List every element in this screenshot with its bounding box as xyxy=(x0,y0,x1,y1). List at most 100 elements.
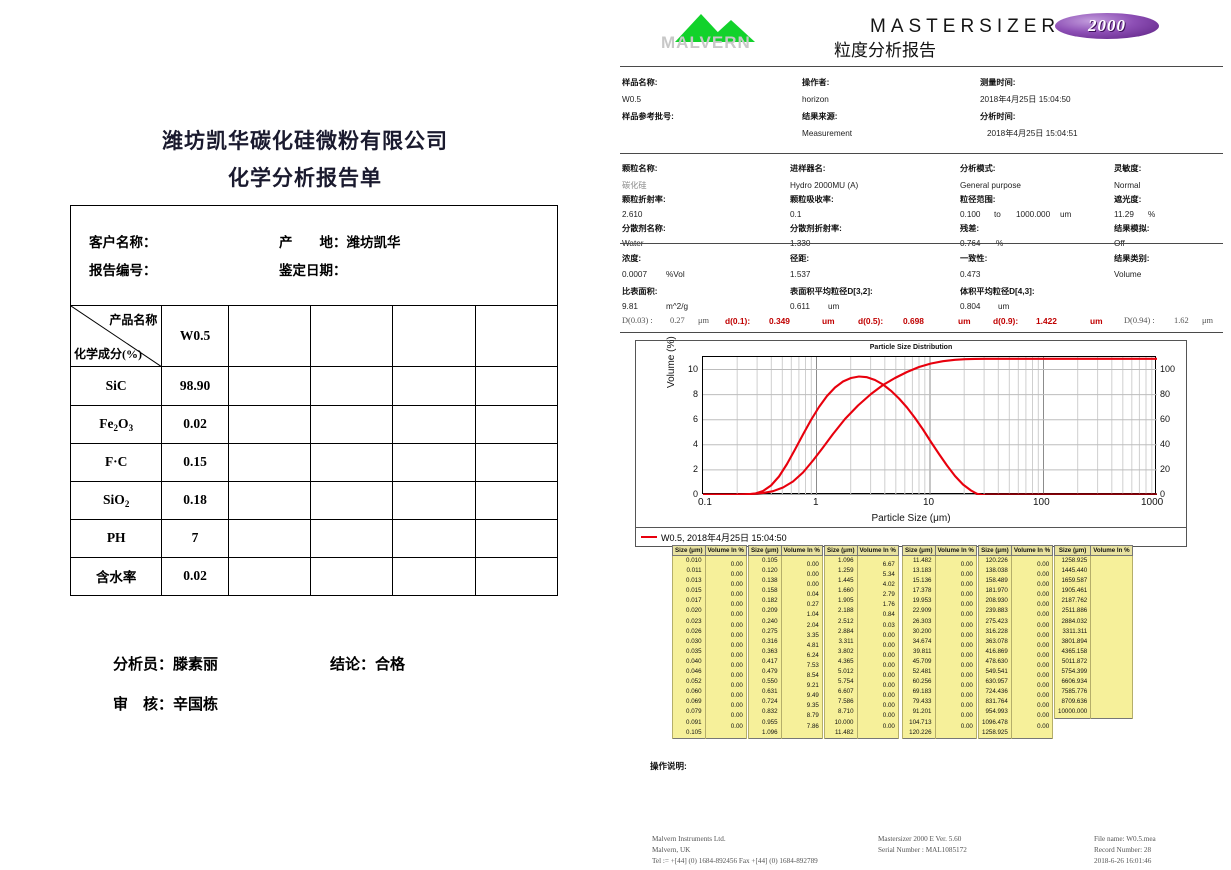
volume-cell: 0.00 xyxy=(934,667,977,679)
size-cell: 1.905 xyxy=(824,596,858,607)
blank-cell xyxy=(309,366,394,406)
volume-cell: 6.24 xyxy=(780,646,823,659)
volume-cell: 0.00 xyxy=(704,586,747,598)
d003-label: D(0.03) : xyxy=(622,316,653,325)
size-cell: 1.660 xyxy=(824,586,858,597)
table-row: 1659.587 xyxy=(1053,576,1133,587)
y2-tick-label: 60 xyxy=(1160,413,1171,424)
product-name-value: W0.5 xyxy=(161,305,229,368)
table-row: Fe2O3 0.02 xyxy=(69,404,559,444)
size-cell: 0.069 xyxy=(672,697,706,708)
d09-value: 1.422 xyxy=(1036,316,1057,326)
footer-instrument-info: Mastersizer 2000 E Ver. 5.60 Serial Numb… xyxy=(878,835,967,854)
table-row: 724.436 0.00 xyxy=(978,687,1054,699)
residual-unit: % xyxy=(996,239,1003,249)
volume-cell xyxy=(1090,656,1133,668)
sample-batch-label: 样品参考批号: xyxy=(622,112,674,121)
size-cell: 26.303 xyxy=(902,616,936,627)
table-row: 363.078 0.00 xyxy=(978,636,1054,649)
size-cell: 13.183 xyxy=(902,566,936,577)
volume-cell: 0.00 xyxy=(856,656,899,669)
analyte-value: 0.02 xyxy=(161,556,229,597)
table-row: 0.182 0.27 xyxy=(748,596,823,608)
size-cell: 0.316 xyxy=(748,636,782,647)
result-emulation-label: 结果模拟: xyxy=(1114,224,1150,233)
size-cell: 0.209 xyxy=(748,606,782,617)
d09-unit: um xyxy=(1090,316,1103,326)
sampler-value: Hydro 2000MU (A) xyxy=(790,181,859,190)
divider xyxy=(620,332,1223,333)
table-row: 0.479 8.54 xyxy=(748,667,823,679)
mastersizer-wordmark: MASTERSIZER xyxy=(870,16,1061,37)
origin-label: 产 地：潍坊凯华 xyxy=(279,235,401,250)
size-cell: 0.105 xyxy=(672,727,706,739)
volume-cell: 0.00 xyxy=(1010,596,1054,608)
table-row: 0.015 0.00 xyxy=(672,586,747,598)
blank-cell xyxy=(227,305,311,368)
concentration-label: 浓度: xyxy=(622,254,642,263)
y-tick-label: 0 xyxy=(692,489,698,499)
size-cell: 0.040 xyxy=(672,656,706,668)
size-distribution-table: Size (μm) Volume In % 0.105 0.00 0.120 0.00 0.… xyxy=(748,545,823,739)
table-row: 0.030 0.00 xyxy=(672,636,747,649)
size-range-from: 0.100 xyxy=(960,210,981,219)
volume-cell: 9.49 xyxy=(780,687,823,699)
volume-cell: 4.02 xyxy=(856,576,899,588)
table-row: 831.764 0.00 xyxy=(978,697,1054,709)
analyst-signature: 分析员：滕素丽 xyxy=(113,657,219,673)
volume-cell: 0.00 xyxy=(704,677,747,689)
table-row: 104.713 0.00 xyxy=(902,717,977,730)
table-row: 1.096 6.67 xyxy=(824,555,899,568)
blank-cell xyxy=(392,556,476,597)
table-row: 3.802 0.00 xyxy=(824,646,899,659)
report-title: 化学分析报告单 xyxy=(228,166,382,190)
volume-cell: 0.00 xyxy=(934,636,977,649)
volume-cell: 4.81 xyxy=(780,636,823,649)
specific-surface-label: 比表面积: xyxy=(622,287,658,296)
company-title: 潍坊凯华碳化硅微粉有限公司 xyxy=(162,129,448,153)
table-row: 0.023 0.00 xyxy=(672,616,747,629)
size-cell: 630.957 xyxy=(978,677,1012,688)
table-row: 13.183 0.00 xyxy=(902,566,977,578)
size-cell: 11.482 xyxy=(902,555,936,567)
table-row: 0.011 0.00 xyxy=(672,566,747,578)
y2-tick-label: 80 xyxy=(1160,388,1171,399)
volume-cell: 0.00 xyxy=(704,636,747,649)
volume-cell: 0.00 xyxy=(934,626,977,639)
table-row: 3311.311 xyxy=(1053,626,1133,637)
reviewer-signature: 审 核：辛国栋 xyxy=(113,697,219,713)
size-cell: 831.764 xyxy=(978,697,1012,708)
volume-cell xyxy=(1090,616,1133,627)
d43-label: 体积平均粒径D[4,3]: xyxy=(960,287,1035,296)
table-row: PH 7 xyxy=(69,518,559,558)
d01-value: 0.349 xyxy=(769,316,790,326)
blank-cell xyxy=(309,442,394,482)
sample-name-value: W0.5 xyxy=(622,95,642,104)
size-cell: 1258.925 xyxy=(1053,555,1092,567)
size-cell: 0.138 xyxy=(748,576,782,587)
column-header: Size (μm) xyxy=(824,545,858,556)
volume-cell: 0.00 xyxy=(856,636,899,649)
table-row: 0.417 7.53 xyxy=(748,656,823,669)
chart-legend: W0.5, 2018年4月25日 15:04:50 xyxy=(635,527,1187,547)
table-row: 0.275 3.35 xyxy=(748,626,823,639)
column-header: Size (μm) xyxy=(748,545,782,556)
size-cell: 2.512 xyxy=(824,616,858,627)
blank-cell xyxy=(474,556,559,597)
table-row: 0.060 0.00 xyxy=(672,687,747,699)
size-cell: 11.482 xyxy=(824,727,858,739)
size-cell: 3801.894 xyxy=(1053,636,1092,647)
mastersizer-2000-badge: 2000 xyxy=(1055,13,1159,39)
operator-label: 操作者: xyxy=(802,78,830,87)
table-row: 158.489 0.00 xyxy=(978,576,1054,588)
blank-cell xyxy=(309,480,394,520)
table-row: 2884.032 xyxy=(1053,616,1133,627)
blank-cell xyxy=(474,404,559,444)
conclusion-text: 结论：合格 xyxy=(330,657,406,673)
sensitivity-label: 灵敏度: xyxy=(1114,164,1142,173)
particle-ri-value: 2.610 xyxy=(622,210,643,219)
table-row: 39.811 0.00 xyxy=(902,646,977,659)
table-row: 1905.461 xyxy=(1053,586,1133,597)
volume-cell: 0.00 xyxy=(1010,555,1054,568)
size-cell: 275.423 xyxy=(978,616,1012,627)
